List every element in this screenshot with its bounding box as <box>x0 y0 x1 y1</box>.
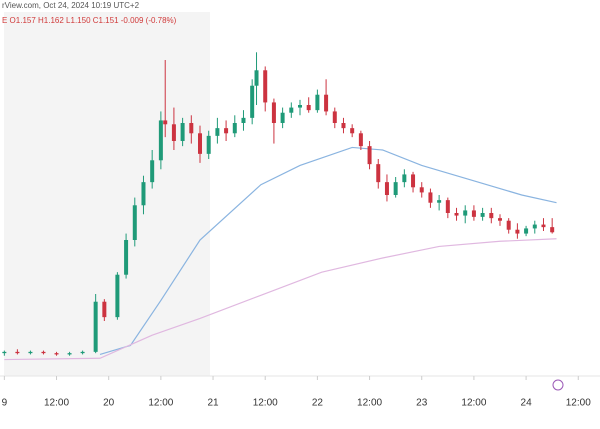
candle-body <box>445 200 450 213</box>
candle-body <box>102 301 107 318</box>
candle-body <box>367 146 372 165</box>
candle-body <box>437 200 442 203</box>
candle-body <box>41 351 46 354</box>
candle-body <box>515 229 520 234</box>
candle-body <box>163 120 168 125</box>
x-tick-label: 23 <box>416 398 428 409</box>
candle-body <box>93 301 98 352</box>
candle-body <box>298 105 302 108</box>
candle-body <box>315 94 320 111</box>
candle-body <box>506 220 511 230</box>
event-icon <box>552 379 564 391</box>
candle-body <box>15 351 20 354</box>
candle-body <box>206 135 211 154</box>
candle-body <box>384 182 389 195</box>
candle-body <box>350 128 355 134</box>
candle-body <box>180 123 185 141</box>
candle-body <box>2 351 7 354</box>
candle-body <box>271 102 276 123</box>
candle-body <box>141 182 146 206</box>
candle-body <box>393 182 398 195</box>
moving-average <box>99 146 557 356</box>
candle-body <box>532 224 537 229</box>
candle-body <box>254 70 259 86</box>
candle-body <box>171 124 176 141</box>
candle-body <box>411 174 416 188</box>
candle-body <box>480 213 485 217</box>
header-source: rView.com, Oct 24, 2024 10:19 UTC+2 <box>2 1 140 10</box>
candle-body <box>80 351 85 354</box>
candle-body <box>471 210 476 217</box>
candle-body <box>550 227 555 233</box>
candle-body <box>263 70 268 103</box>
header-ohlc: E O1.157 H1.162 L1.150 C1.151 -0.009 (-0… <box>2 16 177 25</box>
candle-body <box>402 174 407 183</box>
candle-body <box>54 353 59 355</box>
x-tick-label: 12:00 <box>566 398 591 409</box>
candle-body <box>289 107 294 113</box>
candle-body <box>341 123 346 129</box>
candle-body <box>124 240 129 275</box>
candle-body <box>224 128 229 134</box>
candle-body <box>158 120 163 161</box>
candle-body <box>189 123 194 134</box>
x-tick-label: 12:00 <box>357 398 382 409</box>
candle-body <box>150 160 155 183</box>
candle-body <box>541 224 546 228</box>
x-tick-label: 20 <box>103 398 115 409</box>
candle-body <box>524 228 529 234</box>
candle-body <box>419 187 424 193</box>
candle-body <box>241 117 246 123</box>
candle-body <box>250 85 255 118</box>
candle-body <box>280 112 285 123</box>
candle-body <box>489 213 494 219</box>
candle-body <box>324 94 329 112</box>
candle-body <box>498 218 502 221</box>
x-tick-label: 12:00 <box>44 398 69 409</box>
x-tick-label: 12:00 <box>148 398 173 409</box>
x-tick-label: 9 <box>2 398 8 409</box>
candle-body <box>132 205 137 240</box>
session-shade <box>4 12 210 376</box>
x-tick-label: 24 <box>521 398 533 409</box>
candle-body <box>332 111 337 123</box>
x-tick-label: 12:00 <box>461 398 486 409</box>
candle-body <box>463 210 468 216</box>
candle-body <box>428 192 433 203</box>
candle-body <box>454 213 459 216</box>
candle-body <box>115 274 120 318</box>
candle-body <box>306 105 311 111</box>
candle-body <box>376 164 381 183</box>
candle-body <box>215 128 220 136</box>
candle-body <box>28 351 33 354</box>
candle-body <box>232 123 237 134</box>
candle-body <box>358 133 363 147</box>
x-tick-label: 12:00 <box>253 398 278 409</box>
x-tick-label: 21 <box>207 398 219 409</box>
moving-average <box>4 238 557 361</box>
x-tick-label: 22 <box>312 398 324 409</box>
candle-body <box>198 133 202 154</box>
candle-body <box>67 353 72 355</box>
